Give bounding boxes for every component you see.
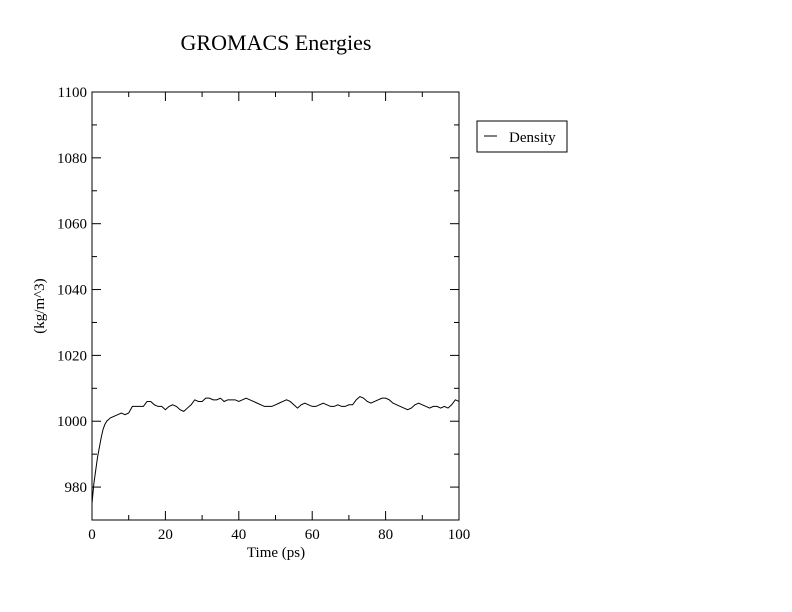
y-tick-label: 1020: [57, 348, 87, 364]
x-tick-label: 100: [448, 527, 471, 543]
x-axis-title: Time (ps): [247, 545, 305, 561]
y-axis: 980 1000 1020 1040 1060 1080 1100: [57, 85, 459, 521]
y-tick-label: 980: [65, 480, 88, 496]
density-series-line: [91, 395, 460, 504]
x-tick-label: 80: [378, 527, 393, 543]
y-tick-label: 1060: [57, 217, 87, 233]
x-tick-label: 40: [231, 527, 246, 543]
x-tick-label: 20: [158, 527, 173, 543]
y-tick-label: 1000: [57, 414, 87, 430]
y-axis-title: (kg/m^3): [32, 278, 48, 333]
x-tick-label: 60: [305, 527, 320, 543]
y-tick-label: 1100: [58, 85, 87, 101]
y-tick-label: 1040: [57, 283, 87, 299]
plot-frame: [91, 91, 460, 521]
x-axis: 0 20 40 60 80 100: [88, 92, 470, 543]
chart-title: GROMACS Energies: [181, 30, 372, 55]
x-tick-label: 0: [88, 527, 96, 543]
legend-label-density: Density: [509, 130, 556, 146]
legend: Density: [476, 120, 568, 153]
y-tick-label: 1080: [57, 151, 87, 167]
